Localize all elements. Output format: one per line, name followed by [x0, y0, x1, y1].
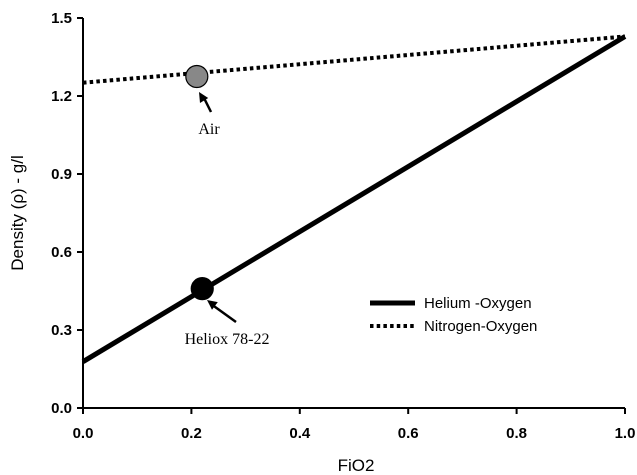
x-tick-label: 0.0 — [73, 425, 94, 442]
y-tick-label: 0.6 — [51, 244, 72, 261]
annotation-label-air: Air — [198, 121, 220, 138]
x-tick-label: 1.0 — [615, 425, 636, 442]
x-tick-label: 0.4 — [289, 425, 311, 442]
annotation-arrowhead-heliox — [207, 300, 218, 310]
point-heliox — [190, 277, 214, 301]
legend-label: Nitrogen-Oxygen — [424, 318, 537, 335]
series-layer — [81, 34, 627, 364]
y-axis-title: Density (ρ) - g/l — [8, 155, 27, 270]
x-axis-title: FiO2 — [338, 456, 375, 475]
series-line-helium-oxygen — [81, 34, 627, 364]
legend: Helium -Oxygen Nitrogen-Oxygen — [370, 295, 537, 335]
series-line-nitrogen-oxygen — [82, 34, 626, 85]
x-tick-label: 0.8 — [506, 425, 527, 442]
y-tick-label: 0.3 — [51, 322, 72, 339]
x-tick-label: 0.6 — [398, 425, 419, 442]
y-tick-label: 0.9 — [51, 166, 72, 183]
annotation-arrow-heliox — [210, 302, 237, 324]
annotation-label-heliox: Heliox 78-22 — [185, 331, 270, 348]
point-air — [185, 64, 209, 89]
points-layer: Air Heliox 78-22 — [185, 64, 270, 348]
y-tick-label: 0.0 — [51, 400, 72, 417]
legend-label: Helium -Oxygen — [424, 295, 532, 312]
axes: 0.0 0.2 0.4 0.6 0.8 1.0 0.0 0.3 0.6 0.9 1.2 1.5 FiO2… — [8, 10, 635, 475]
annotation-arrowhead-air — [199, 92, 209, 103]
y-tick-label: 1.2 — [51, 88, 72, 105]
x-tick-label: 0.2 — [181, 425, 202, 442]
y-tick-label: 1.5 — [51, 10, 72, 27]
